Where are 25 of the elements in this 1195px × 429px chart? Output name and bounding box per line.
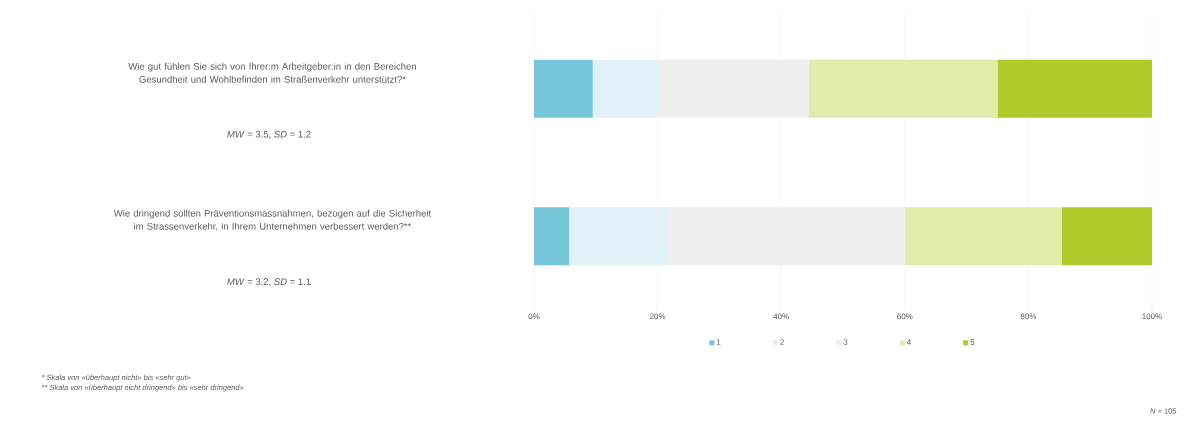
bar (904, 207, 1062, 266)
bar (1061, 207, 1152, 266)
text: MW = 3.5, SD = 1.2 (227, 130, 311, 139)
x-tick-label: 60% (897, 313, 913, 320)
x-tick-label: 100% (1142, 313, 1162, 320)
legend-label: 1 (716, 339, 721, 345)
x-tick-label: 0% (528, 313, 540, 320)
x-tick-label: 80% (1020, 313, 1037, 320)
legend-label: 4 (906, 339, 911, 345)
legend-label: 3 (843, 339, 848, 345)
y-tick-label: Wie gut fühlen Sie sich von Ihrer:m Arbeitgeber:in in den Bereichen Gesundheit und Wohlbefinden im Straßenverkehr unterstützt?* (128, 62, 416, 83)
bar (809, 59, 998, 118)
x-tick-label: 40% (773, 313, 789, 320)
bar (534, 207, 570, 266)
bar (534, 59, 593, 118)
text: MW = 3.2, SD = 1.1 (227, 278, 311, 287)
bar (592, 59, 658, 118)
legend-label: 2 (780, 339, 784, 345)
bar (657, 59, 810, 118)
y-tick-label: Wie dringend sollten Präventionsmassnahmen, bezogen auf die Sicherheit im Strassenverkehr, in Ihrem Unternehmen verbessert werden?** (113, 209, 432, 231)
bar (569, 207, 669, 266)
bar (997, 59, 1152, 118)
bar (668, 207, 905, 266)
x-tick-label: 20% (650, 313, 666, 320)
legend-label: 5 (970, 339, 975, 345)
